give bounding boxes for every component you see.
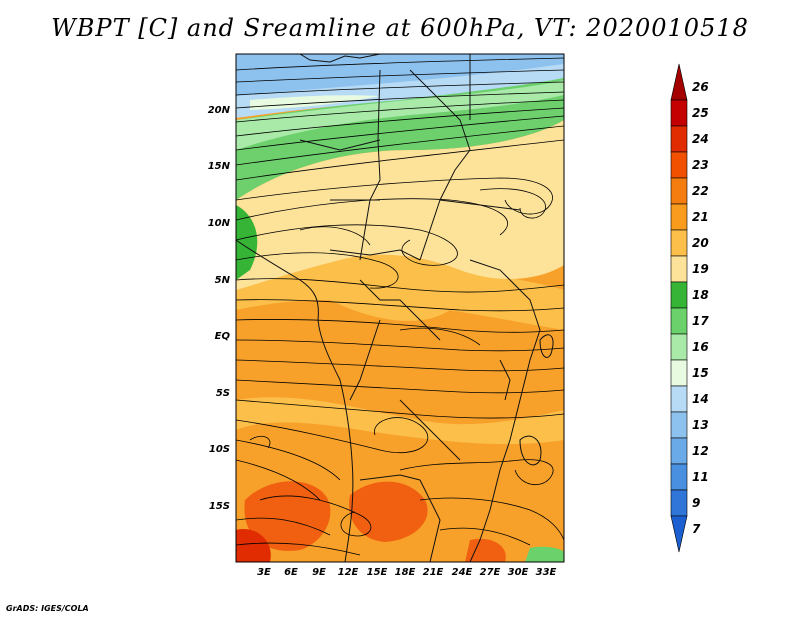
colorbar-label: 25 — [692, 106, 709, 120]
colorbar-segment — [670, 307, 688, 335]
colorbar-label: 9 — [692, 496, 701, 510]
colorbar-label: 14 — [692, 392, 709, 406]
colorbar-label: 21 — [692, 210, 709, 224]
colorbar-segment — [670, 99, 688, 127]
lat-label-10n: 10N — [207, 218, 230, 229]
map-frame — [235, 53, 565, 563]
colorbar-label: 18 — [692, 288, 709, 302]
colorbar-segment — [670, 151, 688, 179]
coastlines — [236, 54, 554, 562]
colorbar-label: 22 — [692, 184, 709, 198]
colorbar-label: 20 — [692, 236, 709, 250]
colorbar-label: 17 — [692, 314, 709, 328]
colorbar — [670, 63, 688, 553]
colorbar-segment — [670, 229, 688, 257]
lat-label-15n: 15N — [207, 161, 230, 172]
lat-label-5n: 5N — [214, 275, 230, 286]
colorbar-label: 24 — [692, 132, 709, 146]
colorbar-label: 26 — [692, 80, 709, 94]
colorbar-segment — [670, 437, 688, 465]
lon-label-33e: 33E — [535, 567, 557, 578]
colorbar-segment — [670, 489, 688, 517]
lon-label-30e: 30E — [507, 567, 529, 578]
colorbar-label: 23 — [692, 158, 709, 172]
colorbar-segment — [670, 125, 688, 153]
lon-label-21e: 21E — [422, 567, 444, 578]
lon-label-12e: 12E — [337, 567, 359, 578]
lat-label-20n: 20N — [207, 105, 230, 116]
lon-label-3e: 3E — [257, 567, 271, 578]
colorbar-segment — [670, 411, 688, 439]
colorbar-label: 7 — [692, 522, 701, 536]
wbpt-shading — [236, 54, 564, 562]
colorbar-segment — [670, 463, 688, 491]
colorbar-label: 13 — [692, 418, 709, 432]
colorbar-segment — [670, 203, 688, 231]
colorbar-label: 12 — [692, 444, 709, 458]
lat-label-15s: 15S — [208, 501, 230, 512]
lon-label-24e: 24E — [451, 567, 473, 578]
lon-label-9e: 9E — [312, 567, 326, 578]
lon-label-6e: 6E — [284, 567, 298, 578]
colorbar-segment — [670, 255, 688, 283]
colorbar-label: 16 — [692, 340, 709, 354]
lon-label-15e: 15E — [366, 567, 388, 578]
streamlines — [236, 57, 564, 556]
colorbar-segment — [670, 359, 688, 387]
colorbar-label: 15 — [692, 366, 709, 380]
colorbar-segment — [670, 63, 688, 101]
lon-label-18e: 18E — [394, 567, 416, 578]
plot-title: WBPT [C] and Sreamline at 600hPa, VT: 20… — [51, 14, 749, 42]
colorbar-segment — [670, 515, 688, 553]
grads-credit: GrADS: IGES/COLA — [6, 604, 89, 613]
colorbar-label: 19 — [692, 262, 709, 276]
lon-label-27e: 27E — [479, 567, 501, 578]
lat-label-10s: 10S — [208, 444, 230, 455]
colorbar-label: 11 — [692, 470, 709, 484]
colorbar-segment — [670, 333, 688, 361]
lat-label-eq: EQ — [214, 331, 230, 342]
colorbar-segment — [670, 177, 688, 205]
colorbar-segment — [670, 281, 688, 309]
colorbar-segment — [670, 385, 688, 413]
lat-label-5s: 5S — [215, 388, 230, 399]
